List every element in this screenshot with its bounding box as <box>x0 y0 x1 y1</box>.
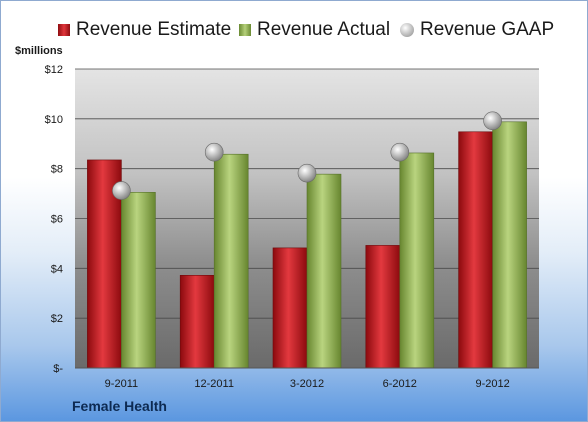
y-tick-label-1: $2 <box>51 313 63 325</box>
bar-revenue-actual-6-2012 <box>399 152 435 369</box>
marker-revenue-gaap-12-2011 <box>204 142 224 162</box>
legend-item-revenue-gaap: Revenue GAAP <box>400 17 554 43</box>
marker-revenue-gaap-6-2012 <box>390 142 410 162</box>
bar-revenue-estimate-9-2012 <box>458 131 493 369</box>
marker-revenue-gaap-9-2011 <box>112 181 131 200</box>
legend-marker-revenue-gaap <box>400 23 414 37</box>
x-tick-label-3-2012: 3-2012 <box>290 378 324 390</box>
company-name: Female Health <box>72 398 167 414</box>
bar-revenue-estimate-12-2011 <box>179 275 215 369</box>
legend: Revenue Estimate Revenue Actual Revenue … <box>1 17 587 43</box>
x-tick-label-6-2012: 6-2012 <box>383 378 417 390</box>
bar-revenue-estimate-3-2012 <box>272 247 308 369</box>
x-tick-label-9-2011: 9-2011 <box>105 378 138 390</box>
bar-revenue-actual-12-2011 <box>213 153 249 369</box>
x-tick-label-9-2012: 9-2012 <box>475 378 509 390</box>
y-tick-label-2: $4 <box>51 263 63 275</box>
legend-swatch-revenue-estimate <box>58 24 70 36</box>
bar-revenue-actual-9-2011 <box>121 192 156 369</box>
x-tick-label-12-2011: 12-2011 <box>194 378 234 390</box>
bar-revenue-estimate-6-2012 <box>365 245 401 369</box>
legend-swatch-revenue-actual <box>239 24 251 36</box>
legend-label-revenue-estimate: Revenue Estimate <box>76 19 232 40</box>
y-tick-label-0: $- <box>53 363 63 375</box>
legend-item-revenue-estimate: Revenue Estimate <box>58 17 231 43</box>
bar-revenue-actual-3-2012 <box>306 173 342 369</box>
y-tick-label-4: $8 <box>51 164 63 176</box>
marker-revenue-gaap-3-2012 <box>297 163 317 183</box>
legend-item-revenue-actual: Revenue Actual <box>239 17 390 43</box>
y-tick-label-3: $6 <box>51 214 63 226</box>
marker-revenue-gaap-9-2012 <box>483 111 502 131</box>
bar-revenue-actual-9-2012 <box>492 121 527 369</box>
y-tick-label-6: $12 <box>45 64 63 76</box>
y-tick-label-5: $10 <box>45 114 63 126</box>
y-axis-unit-label: $millions <box>15 45 63 57</box>
legend-label-revenue-gaap: Revenue GAAP <box>420 19 555 40</box>
legend-label-revenue-actual: Revenue Actual <box>257 19 391 40</box>
